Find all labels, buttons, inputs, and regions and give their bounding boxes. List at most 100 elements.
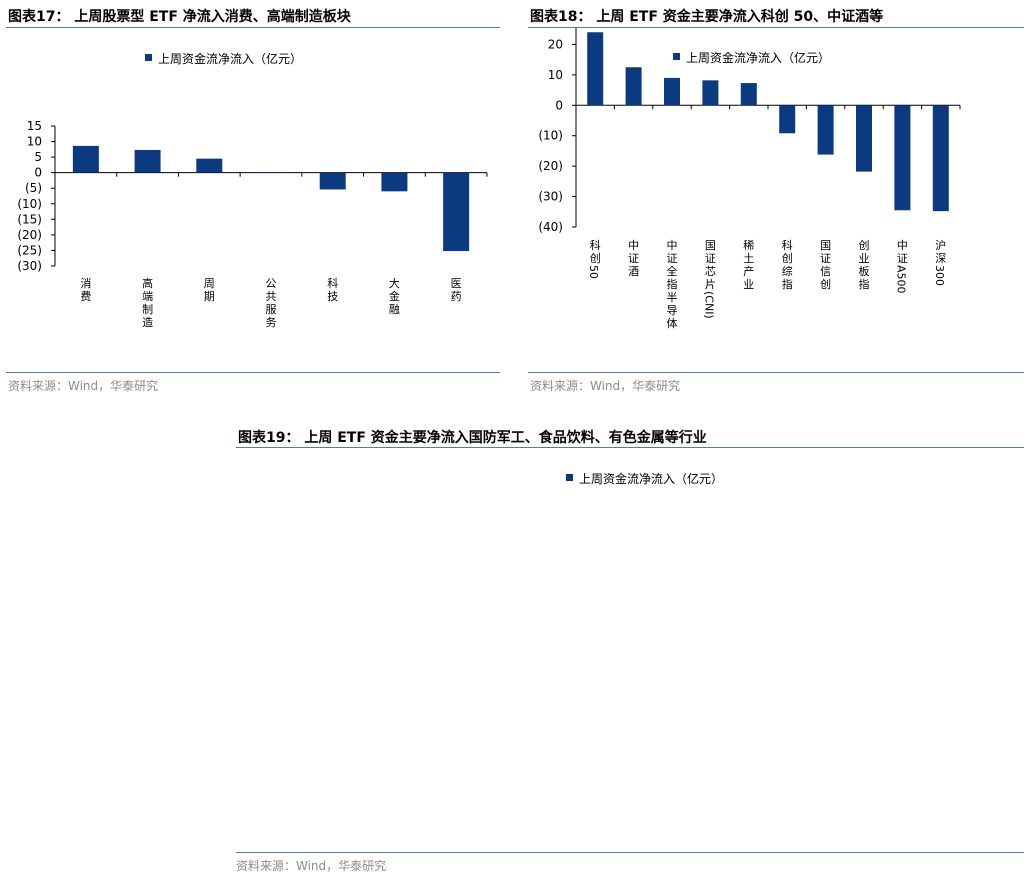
y-tick-label: 5	[34, 150, 42, 164]
chart-title-18: 图表18： 上周 ETF 资金主要净流入科创 50、中证酒等	[530, 9, 884, 25]
category-label-char: 体	[667, 316, 678, 330]
bar-7	[817, 105, 834, 155]
chart-svg-19: 1050(5)(10)(15)(20)(25)(30)国防军工食品饮料有色金属银…	[566, 471, 723, 486]
category-label-char: 创	[820, 278, 831, 291]
chart-source-18: 资料来源：Wind，华泰研究	[530, 379, 681, 393]
bar-5	[319, 172, 346, 190]
category-label-char: 深	[935, 252, 946, 265]
category-label-char: 金	[389, 289, 400, 303]
category-label-char: 证	[628, 252, 639, 265]
y-tick-label: (5)	[25, 181, 42, 195]
category-label-char: 造	[142, 315, 153, 329]
category-label: 科技	[327, 276, 338, 303]
category-label-char: 技	[327, 290, 338, 303]
category-label-char: 创	[859, 239, 870, 252]
bar-4	[702, 80, 719, 106]
category-label-char: 消	[80, 276, 91, 290]
source-rule-18	[528, 372, 1024, 373]
bar-1	[587, 32, 604, 106]
legend-swatch	[566, 474, 573, 481]
bar-8	[856, 105, 872, 172]
y-tick-label: 20	[548, 37, 563, 51]
bar-5	[740, 83, 757, 106]
category-label-part: A500	[894, 265, 907, 294]
category-label-char: 稀	[743, 239, 754, 252]
category-label-char: 科	[590, 238, 601, 252]
category-label-char: 费	[80, 290, 91, 303]
category-label-char: 高	[142, 276, 153, 290]
category-label-char: 业	[859, 252, 870, 265]
bar-6	[779, 105, 796, 134]
category-label-char: 药	[451, 290, 462, 303]
title-rule-18	[528, 27, 1024, 28]
category-label-char: 服	[266, 303, 277, 316]
legend-label: 上周资金流净流入（亿元）	[158, 51, 302, 66]
category-label-char: 周	[204, 277, 215, 290]
category-label-char: 公	[266, 277, 277, 290]
source-rule-17	[6, 372, 500, 373]
legend-swatch	[673, 53, 680, 60]
chart-source-17: 资料来源：Wind，华泰研究	[8, 379, 159, 393]
category-label-char: 板	[859, 264, 870, 278]
category-label-char: 指	[859, 277, 870, 291]
bar-3	[664, 77, 680, 106]
category-label-char: 大	[389, 276, 400, 290]
category-label-char: 科	[327, 276, 338, 290]
category-label-char: 芯	[705, 264, 716, 278]
category-label-part: (CNI)	[702, 291, 715, 319]
category-label-part: 50	[587, 265, 600, 279]
bar-6	[381, 172, 408, 192]
category-label-char: 期	[204, 290, 215, 303]
category-label-char: 中	[897, 239, 908, 252]
category-label-char: 证	[705, 252, 716, 265]
category-label-char: 证	[667, 252, 678, 265]
legend-swatch	[145, 54, 152, 61]
bar-2	[625, 67, 642, 106]
chart-svg-17: 15 105 0(5) (10)(15) (20)(25) (30) 消费 高端制造 周期 公共服…	[17, 51, 488, 329]
bar-9	[894, 105, 911, 211]
title-rule-19	[236, 447, 1024, 448]
bar-10	[932, 105, 949, 212]
category-label-char: 指	[782, 277, 793, 291]
category-label: 消费	[80, 276, 91, 303]
source-rule-19	[236, 852, 1024, 853]
y-tick-label: 10	[27, 135, 42, 149]
y-tick-label: (25)	[17, 243, 42, 257]
bar-2	[134, 149, 161, 173]
chart-svg-18: 3020100(10)(20)(30)(40)科创50中证酒中证全指半导体国证芯…	[538, 28, 961, 330]
bar-3	[196, 158, 223, 173]
y-tick-label: 0	[34, 166, 42, 180]
category-label-char: 片	[705, 278, 716, 291]
category-label-part: 300	[933, 265, 946, 286]
category-label-char: 医	[451, 277, 462, 290]
legend-label: 上周资金流净流入（亿元）	[579, 471, 723, 486]
category-label: 医药	[451, 277, 462, 303]
category-label: 周期	[204, 277, 215, 303]
y-tick-label: (30)	[17, 259, 42, 273]
category-label-char: 国	[705, 239, 716, 252]
bar-7	[443, 172, 470, 252]
y-tick-label: (20)	[538, 159, 563, 173]
chart-title-17: 图表17： 上周股票型 ETF 净流入消费、高端制造板块	[8, 9, 351, 25]
legend-label: 上周资金流净流入（亿元）	[686, 50, 830, 65]
y-tick-label: (40)	[538, 220, 563, 234]
category-label-char: 半	[667, 290, 678, 304]
bar-1	[72, 145, 99, 173]
category-label-char: 土	[743, 252, 754, 265]
y-tick-label: (20)	[17, 228, 42, 242]
category-label-char: 制	[142, 303, 153, 316]
title-rule-17	[6, 27, 500, 28]
category-label-char: 务	[266, 316, 277, 329]
chart-source-19: 资料来源：Wind，华泰研究	[236, 859, 387, 873]
bar-4	[258, 172, 284, 173]
category-label-char: 导	[667, 304, 678, 317]
category-label-char: 创	[782, 252, 793, 265]
category-label-char: 中	[667, 239, 678, 252]
category-label-char: 指	[667, 277, 678, 291]
y-tick-label: 0	[555, 98, 563, 112]
